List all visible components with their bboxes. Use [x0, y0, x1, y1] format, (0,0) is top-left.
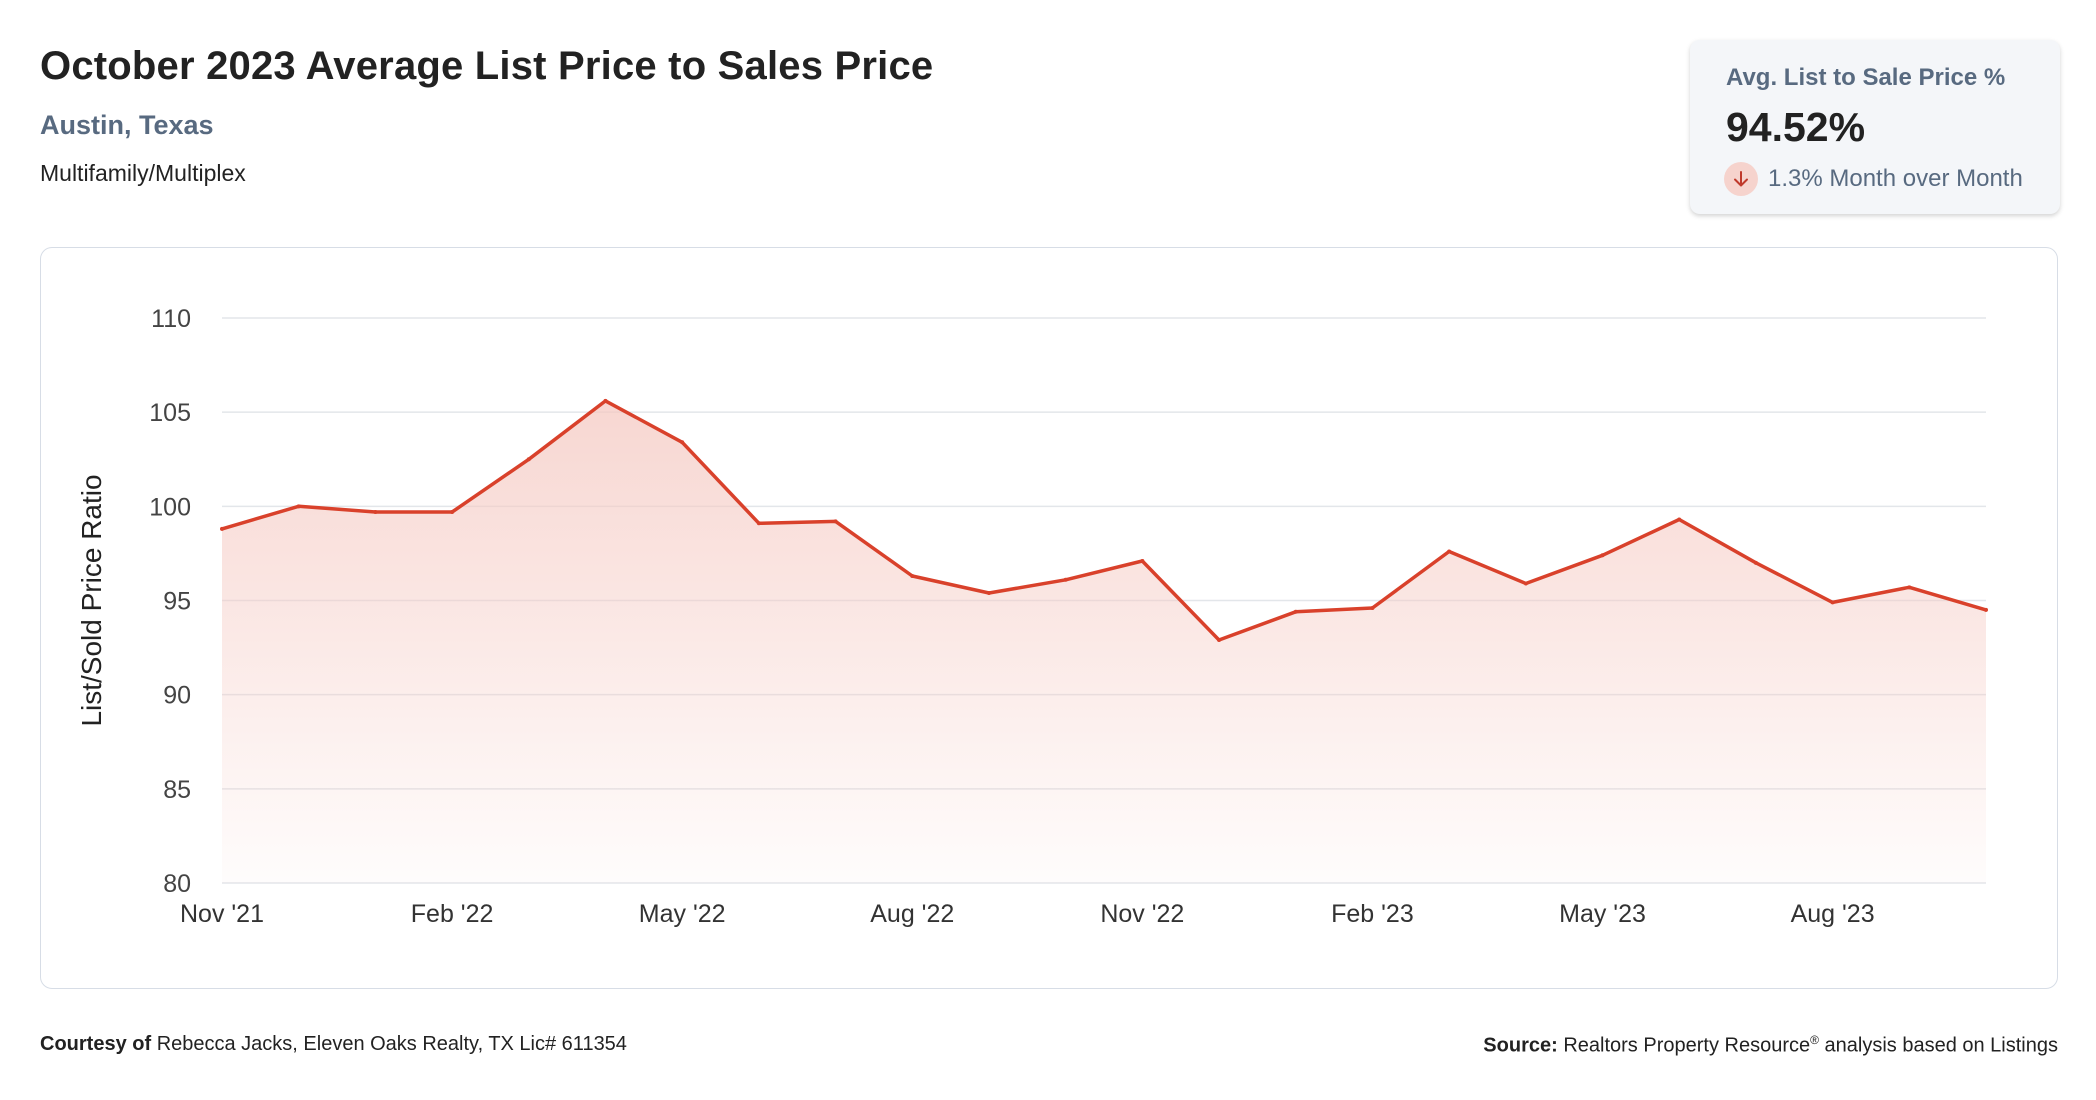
data-point	[756, 521, 761, 526]
kpi-label: Avg. List to Sale Price %	[1726, 64, 2006, 91]
courtesy-footer: Courtesy of Rebecca Jacks, Eleven Oaks R…	[40, 1033, 627, 1056]
y-tick-label: 80	[163, 870, 191, 898]
x-tick-label: Nov '21	[180, 900, 264, 928]
data-point	[1063, 577, 1068, 582]
chart-panel: 80 85 90 95 100 105 110 Nov '21 Feb '22 May '22 Au…	[40, 247, 2058, 989]
source-footer: Source: Realtors Property Resource® anal…	[1483, 1033, 2058, 1058]
data-point	[526, 457, 531, 462]
data-point	[450, 509, 455, 514]
series-area	[222, 400, 1986, 883]
data-point	[986, 590, 991, 595]
data-point	[1600, 553, 1605, 558]
kpi-card: Avg. List to Sale Price % 94.52% 1.3% Mo…	[1690, 40, 2060, 214]
kpi-value: 94.52%	[1726, 104, 1866, 150]
data-point	[220, 526, 224, 531]
data-point	[1830, 600, 1835, 605]
data-point	[1523, 581, 1528, 586]
x-tick-label: Feb '22	[411, 900, 494, 928]
data-point	[1140, 558, 1145, 563]
data-point	[1677, 517, 1682, 522]
data-point	[1370, 606, 1375, 611]
data-point	[1753, 560, 1758, 565]
x-tick-label: May '22	[639, 900, 726, 928]
kpi-change-text: 1.3% Month over Month	[1768, 165, 2023, 192]
courtesy-label: Courtesy of	[40, 1033, 152, 1055]
y-axis-label: List/Sold Price Ratio	[76, 474, 107, 726]
location-subtitle: Austin, Texas	[40, 110, 214, 140]
y-tick-label: 95	[163, 588, 191, 616]
data-point	[1907, 585, 1912, 590]
courtesy-text: Rebecca Jacks, Eleven Oaks Realty, TX Li…	[156, 1033, 627, 1055]
x-tick-label: Nov '22	[1100, 900, 1184, 928]
line-chart: 80 85 90 95 100 105 110 Nov '21 Feb '22 May '22 Au…	[76, 305, 1988, 928]
data-point	[910, 574, 915, 579]
data-point	[1984, 607, 1988, 612]
data-point	[1293, 609, 1298, 614]
y-tick-label: 105	[149, 399, 191, 427]
y-tick-label: 110	[151, 305, 191, 333]
source-tail: analysis based on Listings	[1818, 1034, 2059, 1057]
data-point	[833, 519, 838, 524]
x-tick-label: May '23	[1559, 900, 1646, 928]
data-point	[1447, 549, 1452, 554]
y-tick-label: 85	[163, 776, 191, 804]
data-point	[680, 440, 685, 445]
data-point	[603, 398, 608, 403]
data-point	[296, 504, 301, 509]
x-tick-label: Aug '22	[870, 900, 954, 928]
kpi-change: 1.3% Month over Month	[1724, 162, 2023, 196]
source-text: Realtors Property Resource	[1563, 1034, 1811, 1057]
page-title: October 2023 Average List Price to Sales…	[40, 44, 934, 88]
series-line	[220, 399, 1988, 642]
y-tick-label: 100	[149, 493, 191, 521]
data-point	[373, 509, 378, 514]
x-tick-label: Feb '23	[1331, 900, 1414, 928]
registered-mark: ®	[1810, 1033, 1819, 1047]
y-tick-label: 90	[163, 682, 191, 710]
property-type-label: Multifamily/Multiplex	[40, 160, 246, 186]
data-point	[1217, 638, 1222, 643]
arrow-down-icon	[1724, 162, 1758, 196]
source-label: Source:	[1483, 1034, 1558, 1057]
x-tick-label: Aug '23	[1791, 900, 1875, 928]
